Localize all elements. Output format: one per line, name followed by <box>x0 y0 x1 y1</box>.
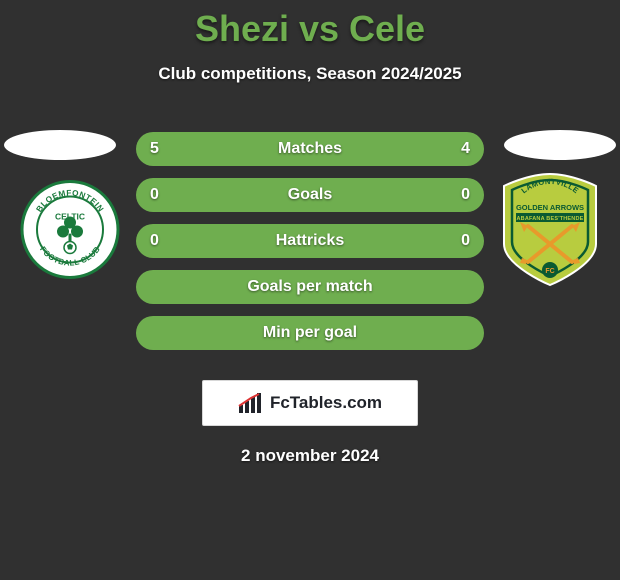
source-branding: FcTables.com <box>202 380 418 426</box>
stat-row-goals: 0 Goals 0 <box>136 178 484 212</box>
snapshot-date: 2 november 2024 <box>0 446 620 466</box>
stat-label: Goals per match <box>247 278 372 296</box>
player-left-portrait-placeholder <box>4 130 116 160</box>
stat-left-value: 0 <box>150 186 159 204</box>
stat-right-value: 0 <box>461 232 470 250</box>
branding-text: FcTables.com <box>270 393 382 413</box>
comparison-body: BLOEMFONTEIN FOOTBALL CLUB CELTIC LAMONT… <box>0 112 620 372</box>
stat-label: Min per goal <box>263 324 357 342</box>
bar-chart-icon <box>238 393 264 413</box>
player-right-portrait-placeholder <box>504 130 616 160</box>
comparison-title: Shezi vs Cele <box>0 0 620 50</box>
team-left-badge: BLOEMFONTEIN FOOTBALL CLUB CELTIC <box>20 172 120 287</box>
stats-container: 5 Matches 4 0 Goals 0 0 Hattricks 0 Goal… <box>136 132 484 362</box>
stat-right-value: 4 <box>461 140 470 158</box>
team-right-short: FC <box>545 268 554 275</box>
stat-label: Goals <box>288 186 332 204</box>
stat-right-value: 0 <box>461 186 470 204</box>
stat-label: Matches <box>278 140 342 158</box>
stat-left-value: 0 <box>150 232 159 250</box>
stat-left-value: 5 <box>150 140 159 158</box>
team-right-ring-mid: GOLDEN ARROWS <box>516 203 584 212</box>
stat-row-goals-per-match: Goals per match <box>136 270 484 304</box>
comparison-subtitle: Club competitions, Season 2024/2025 <box>0 64 620 84</box>
team-right-ring-sub: ABAFANA BES'THENDE <box>516 216 583 222</box>
stat-row-hattricks: 0 Hattricks 0 <box>136 224 484 258</box>
stat-row-min-per-goal: Min per goal <box>136 316 484 350</box>
stat-label: Hattricks <box>276 232 344 250</box>
team-right-badge: LAMONTVILLE GOLDEN ARROWS ABAFANA BES'TH… <box>500 172 600 287</box>
stat-row-matches: 5 Matches 4 <box>136 132 484 166</box>
